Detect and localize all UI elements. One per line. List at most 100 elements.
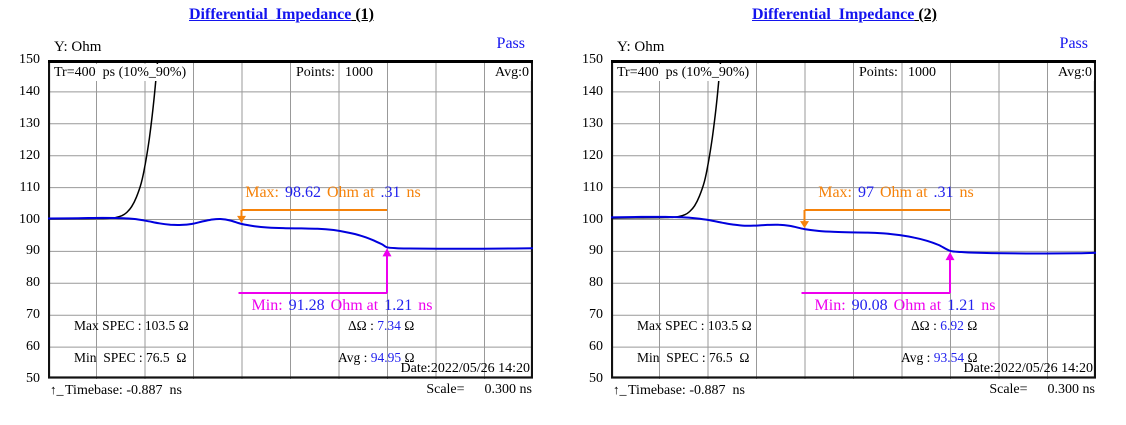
min-time: 1.21: [947, 297, 976, 314]
y-tick-label: 150: [19, 52, 40, 67]
min-annotation: Min: 90.08 Ohm at 1.21 ns: [745, 296, 1065, 315]
axis-origin-icon: ↑: [613, 382, 620, 397]
y-tick-label: 110: [582, 179, 603, 195]
max-time: .31: [933, 184, 954, 201]
axis-baseline-icon: _: [619, 383, 628, 398]
status-badge: Pass: [1059, 35, 1088, 52]
y-tick-label: 120: [582, 147, 603, 163]
max-annotation: Max: 98.62 Ohm at .31 ns: [173, 183, 493, 202]
differential-impedance-curve: [611, 215, 1096, 255]
delta-unit: Ω: [967, 318, 978, 333]
panel-title: Differential_Impedance (1): [0, 6, 563, 24]
min-marker-line: [801, 259, 951, 294]
min-label: Min:: [814, 297, 846, 314]
min-marker-arrow: [382, 248, 392, 257]
y-tick-label: 130: [19, 115, 40, 131]
max-time: .31: [380, 184, 401, 201]
delta-unit: Ω: [404, 318, 415, 333]
y-tick-label: 140: [582, 83, 603, 99]
timebase-label: Timebase:: [65, 383, 123, 398]
avg-unit: Ω: [404, 350, 415, 365]
points-value: 1000: [343, 64, 375, 81]
delta-readout: ΔΩ : 7.34 Ω: [348, 318, 414, 334]
scale-readout: Scale= 0.300 ns: [989, 382, 1095, 398]
panel-title-number: (1): [351, 6, 374, 23]
max-spec-readout: Max SPEC : 103.5 Ω: [637, 318, 752, 334]
impedance-panel-1: Differential_Impedance (1) Y: Ohm Pass T…: [0, 6, 563, 399]
max-marker-arrow: [800, 221, 810, 229]
max-spec-value: 103.5 Ω: [707, 318, 752, 333]
panel-title-number: (2): [914, 6, 937, 23]
plot-area: Tr=400 ps (10%_90%) Points: 1000 Avg:0 M…: [611, 60, 1096, 379]
max-marker-arrow: [237, 215, 247, 223]
timebase-value: -0.887 ns: [126, 383, 182, 398]
min-spec-value: 76.5 Ω: [709, 350, 750, 365]
y-tick-label: 150: [582, 52, 603, 67]
risetime-readout: Tr=400 ps (10%_90%): [52, 64, 189, 81]
y-tick-label: 60: [26, 339, 40, 355]
risetime-readout: Tr=400 ps (10%_90%): [615, 64, 752, 81]
max-mid-text: Ohm at: [880, 184, 928, 201]
grid-lines: [48, 60, 533, 379]
avg-label: Avg :: [901, 350, 931, 365]
date-stamp: Date:2022/05/26 14:20: [400, 361, 531, 376]
avg-label: Avg :: [338, 350, 368, 365]
y-tick-label: 60: [589, 339, 603, 355]
max-unit: ns: [406, 184, 421, 201]
timebase-readout: ↑_ Timebase: -0.887 ns: [50, 382, 182, 399]
min-mid-text: Ohm at: [330, 297, 379, 314]
max-annotation: Max: 97 Ohm at .31 ns: [736, 183, 1056, 202]
delta-label: ΔΩ :: [348, 318, 374, 333]
delta-readout: ΔΩ : 6.92 Ω: [911, 318, 977, 334]
delta-value: 7.34: [377, 318, 401, 333]
min-time: 1.21: [384, 297, 413, 314]
incident-step-curve: [48, 60, 159, 220]
axis-origin-icon: ↑: [50, 382, 57, 397]
delta-value: 6.92: [940, 318, 964, 333]
date-stamp: Date:2022/05/26 14:20: [963, 361, 1094, 376]
panel-title-text: Differential_Impedance: [189, 6, 352, 23]
y-tick-label: 50: [589, 371, 603, 386]
max-spec-readout: Max SPEC : 103.5 Ω: [74, 318, 189, 334]
min-spec-readout: Min SPEC : 76.5 Ω: [74, 350, 186, 366]
panel-title-text: Differential_Impedance: [752, 6, 915, 23]
avg-readout: Avg : 94.95 Ω: [338, 350, 415, 366]
y-tick-label: 100: [19, 211, 40, 227]
max-unit: ns: [959, 184, 974, 201]
max-marker-line: [803, 209, 950, 223]
max-label: Max:: [245, 184, 279, 201]
timebase-label: Timebase:: [628, 383, 686, 398]
y-tick-label: 110: [19, 179, 40, 195]
timebase-value: -0.887 ns: [689, 383, 745, 398]
grid-lines: [611, 60, 1096, 379]
avg-readout: Avg : 93.54 Ω: [901, 350, 978, 366]
avg-value: 93.54: [933, 350, 965, 365]
scale-readout: Scale= 0.300 ns: [426, 382, 532, 398]
scale-label: Scale=: [989, 382, 1028, 397]
chart-canvas: [48, 60, 533, 379]
avg-unit: Ω: [967, 350, 978, 365]
min-marker-line: [238, 255, 388, 294]
min-value: 90.08: [851, 297, 888, 314]
min-unit: ns: [418, 297, 433, 314]
scale-value: 0.300 ns: [484, 382, 532, 397]
y-axis-unit-label: Y: Ohm: [617, 39, 665, 55]
max-spec-value: 103.5 Ω: [144, 318, 189, 333]
averaging-readout: Avg:0: [1056, 64, 1094, 81]
y-tick-label: 130: [582, 115, 603, 131]
scale-value: 0.300 ns: [1047, 382, 1095, 397]
chart-canvas: [611, 60, 1096, 379]
min-unit: ns: [981, 297, 996, 314]
max-marker-line: [240, 209, 387, 217]
y-tick-label: 80: [589, 275, 603, 291]
max-spec-label: Max SPEC :: [74, 318, 142, 333]
incident-step-curve: [611, 60, 722, 219]
min-spec-readout: Min SPEC : 76.5 Ω: [637, 350, 749, 366]
min-annotation: Min: 91.28 Ohm at 1.21 ns: [182, 296, 502, 315]
min-marker-arrow: [945, 252, 955, 261]
y-tick-label: 90: [26, 243, 40, 259]
avg-value: 94.95: [370, 350, 402, 365]
y-tick-label: 90: [589, 243, 603, 259]
y-tick-label: 120: [19, 147, 40, 163]
min-spec-label: Min SPEC :: [637, 350, 706, 365]
